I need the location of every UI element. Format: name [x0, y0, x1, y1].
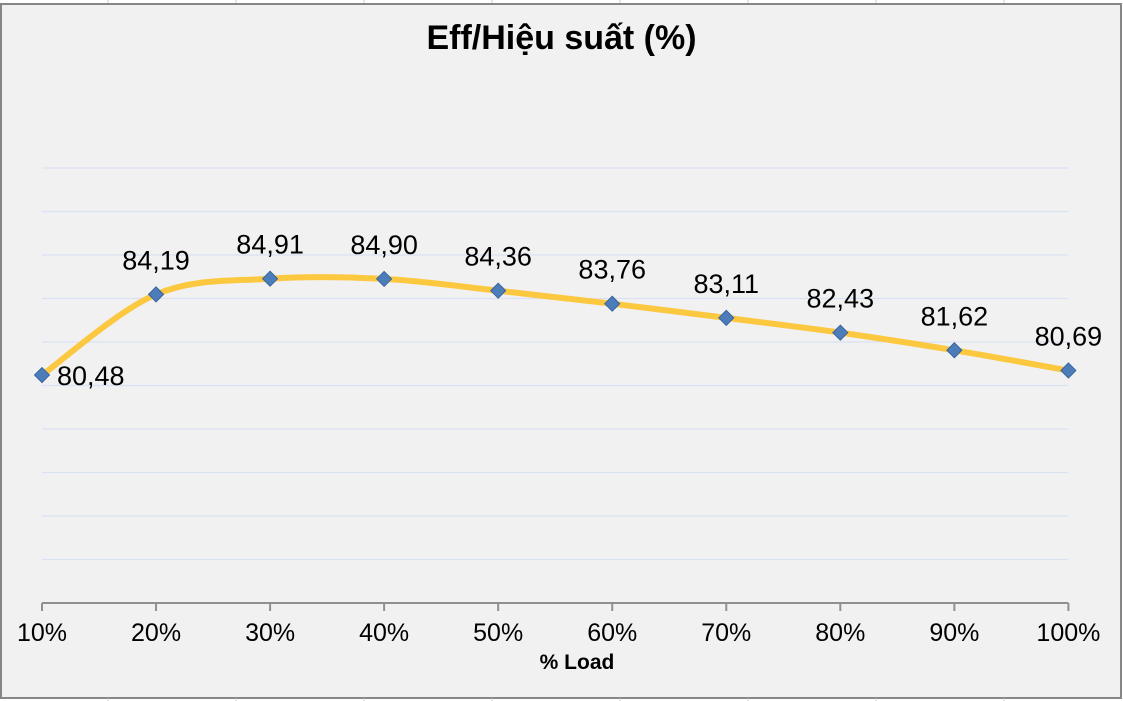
data-label: 80,48 — [57, 361, 125, 391]
x-axis-label: 70% — [701, 619, 751, 647]
x-axis-label: 20% — [131, 619, 181, 647]
data-label: 84,90 — [350, 230, 418, 260]
data-label: 84,36 — [464, 242, 532, 272]
x-axis-label: 60% — [587, 619, 637, 647]
data-point-marker — [489, 282, 507, 299]
data-label: 84,91 — [236, 230, 304, 260]
data-point-marker — [147, 286, 165, 303]
x-axis-label: 50% — [473, 619, 523, 647]
data-point-marker — [604, 295, 621, 312]
x-axis-title: % Load — [539, 651, 615, 674]
data-label: 82,43 — [807, 284, 875, 314]
x-axis-label: 10% — [17, 619, 67, 647]
x-axis-label: 40% — [359, 619, 409, 647]
data-point-marker — [946, 342, 963, 359]
data-label: 81,62 — [921, 301, 989, 331]
data-label: 84,19 — [122, 245, 190, 275]
data-label: 83,11 — [693, 269, 759, 299]
x-axis-label: 100% — [1036, 619, 1100, 647]
data-point-marker — [375, 270, 393, 288]
data-label: 83,76 — [578, 255, 646, 285]
x-axis-label: 90% — [929, 619, 979, 647]
chart-title: Eff/Hiệu suất (%) — [426, 19, 697, 57]
data-point-marker — [261, 270, 279, 287]
x-axis-label: 80% — [815, 619, 865, 647]
series-line — [39, 274, 1072, 379]
data-point-marker — [1060, 362, 1077, 379]
data-label: 80,69 — [1035, 321, 1103, 351]
data-point-marker — [832, 324, 849, 341]
data-point-marker — [33, 366, 51, 384]
data-point-marker — [718, 309, 735, 327]
x-axis-label: 30% — [245, 619, 295, 647]
chart-frame — [0, 3, 1122, 699]
